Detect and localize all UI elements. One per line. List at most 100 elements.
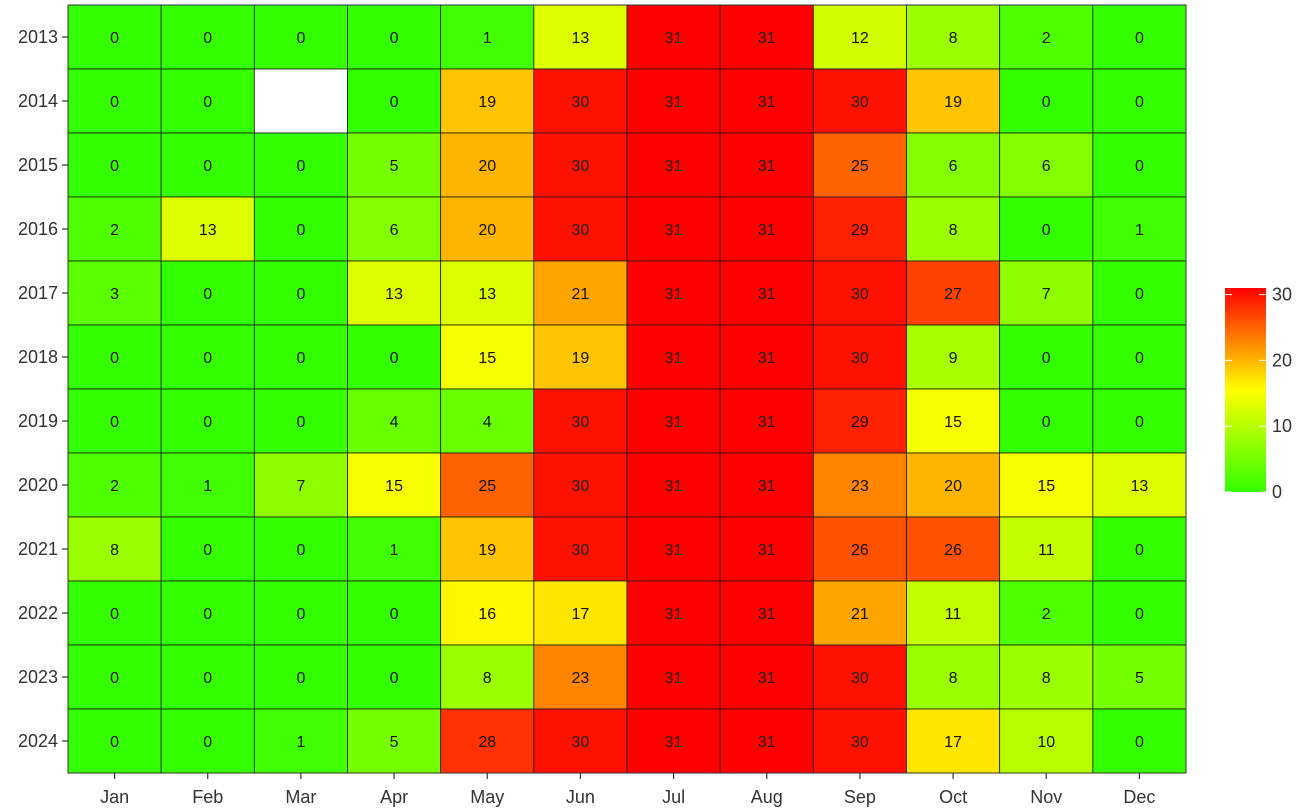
cell-value-label: 31: [758, 222, 776, 239]
heatmap-cell: [626, 260, 721, 326]
heatmap-cell: [533, 4, 628, 70]
cell-value-label: 0: [296, 158, 305, 175]
cell-value-label: 23: [851, 478, 869, 495]
cell-value-label: 31: [665, 670, 683, 687]
heatmap-cell: [347, 388, 442, 454]
cell-value-label: 13: [478, 286, 496, 303]
heatmap-cell: [906, 388, 1001, 454]
cell-value-label: 6: [949, 158, 958, 175]
heatmap-cell: [67, 196, 162, 262]
heatmap-cell: [533, 132, 628, 198]
cell-value-label: 0: [390, 606, 399, 623]
cell-value-label: 20: [478, 158, 496, 175]
cell-value-label: 30: [851, 670, 869, 687]
heatmap-cell: [1092, 132, 1187, 198]
heatmap-cell: [533, 644, 628, 710]
cell-value-label: 0: [1135, 734, 1144, 751]
y-tick-label: 2024: [18, 731, 58, 751]
heatmap-cell: [719, 452, 814, 518]
y-tick-label: 2020: [18, 475, 58, 495]
cell-value-label: 29: [851, 414, 869, 431]
heatmap-cell: [160, 132, 255, 198]
cell-value-label: 30: [572, 542, 590, 559]
cell-value-label: 31: [665, 222, 683, 239]
cell-value-label: 31: [665, 734, 683, 751]
cell-value-label: 8: [949, 30, 958, 47]
heatmap-cell: [999, 580, 1094, 646]
heatmap-cell: [906, 196, 1001, 262]
cell-value-label: 19: [478, 542, 496, 559]
heatmap-cell: [906, 324, 1001, 390]
cell-value-label: 5: [390, 158, 399, 175]
heatmap-cell: [719, 644, 814, 710]
cell-value-label: 0: [110, 606, 119, 623]
heatmap-cell: [440, 516, 535, 582]
cell-value-label: 0: [390, 350, 399, 367]
heatmap-cell: [440, 132, 535, 198]
heatmap-cell-labels: 0 0 0 0 1 13 31 31 12 8 2 00 0 0 19 30 31 31 30 19 0 00 0 0 5 20 3…: [110, 30, 1148, 751]
legend-tick-label: 0: [1272, 482, 1282, 502]
heatmap-cell: [626, 644, 721, 710]
heatmap-cell: [347, 708, 442, 774]
heatmap-cell: [67, 580, 162, 646]
cell-value-label: 25: [851, 158, 869, 175]
heatmap-cells: [67, 4, 1187, 774]
cell-value-label: 7: [1042, 286, 1051, 303]
heatmap-cell: [533, 452, 628, 518]
heatmap-cell: [253, 580, 348, 646]
y-tick-label: 2014: [18, 91, 58, 111]
cell-value-label: 17: [572, 606, 590, 623]
heatmap-cell: [906, 644, 1001, 710]
cell-value-label: 0: [296, 542, 305, 559]
cell-value-label: 1: [203, 478, 212, 495]
x-tick-label: Mar: [285, 787, 316, 807]
heatmap-cell: [253, 260, 348, 326]
cell-value-label: 0: [1135, 542, 1144, 559]
x-tick-label: Jan: [100, 787, 129, 807]
cell-value-label: 0: [1135, 158, 1144, 175]
heatmap-cell: [253, 452, 348, 518]
x-tick-label: Apr: [380, 787, 408, 807]
cell-value-label: 19: [572, 350, 590, 367]
cell-value-label: 0: [1135, 606, 1144, 623]
heatmap-cell: [719, 4, 814, 70]
cell-value-label: 0: [203, 158, 212, 175]
cell-value-label: 0: [110, 734, 119, 751]
heatmap-cell: [812, 68, 907, 134]
heatmap-cell: [906, 68, 1001, 134]
legend-tick-label: 30: [1272, 285, 1292, 305]
heatmap-cell: [906, 4, 1001, 70]
heatmap-cell: [67, 708, 162, 774]
heatmap-cell: [160, 516, 255, 582]
cell-value-label: 0: [203, 30, 212, 47]
cell-value-label: 5: [390, 734, 399, 751]
heatmap-cell: [347, 4, 442, 70]
cell-value-label: 11: [1038, 542, 1055, 559]
heatmap-cell: [67, 260, 162, 326]
cell-value-label: 0: [1135, 286, 1144, 303]
heatmap-cell: [533, 68, 628, 134]
heatmap-cell: [160, 4, 255, 70]
heatmap-cell: [67, 452, 162, 518]
heatmap-cell: [533, 388, 628, 454]
heatmap-cell: [719, 324, 814, 390]
cell-value-label: 0: [1042, 222, 1051, 239]
cell-value-label: 0: [110, 30, 119, 47]
cell-value-label: 15: [385, 478, 403, 495]
cell-value-label: 31: [665, 542, 683, 559]
heatmap-cell: [906, 260, 1001, 326]
cell-value-label: 6: [1042, 158, 1051, 175]
heatmap-cell: [253, 644, 348, 710]
cell-value-label: 31: [665, 414, 683, 431]
cell-value-label: 29: [851, 222, 869, 239]
heatmap-cell: [440, 580, 535, 646]
cell-value-label: 8: [483, 670, 492, 687]
heatmap-cell: [67, 644, 162, 710]
heatmap-cell: [160, 388, 255, 454]
heatmap-cell: [160, 68, 255, 134]
heatmap-cell: [812, 452, 907, 518]
x-tick-label: Jul: [662, 787, 685, 807]
cell-value-label: 31: [665, 94, 683, 111]
cell-value-label: 31: [665, 286, 683, 303]
